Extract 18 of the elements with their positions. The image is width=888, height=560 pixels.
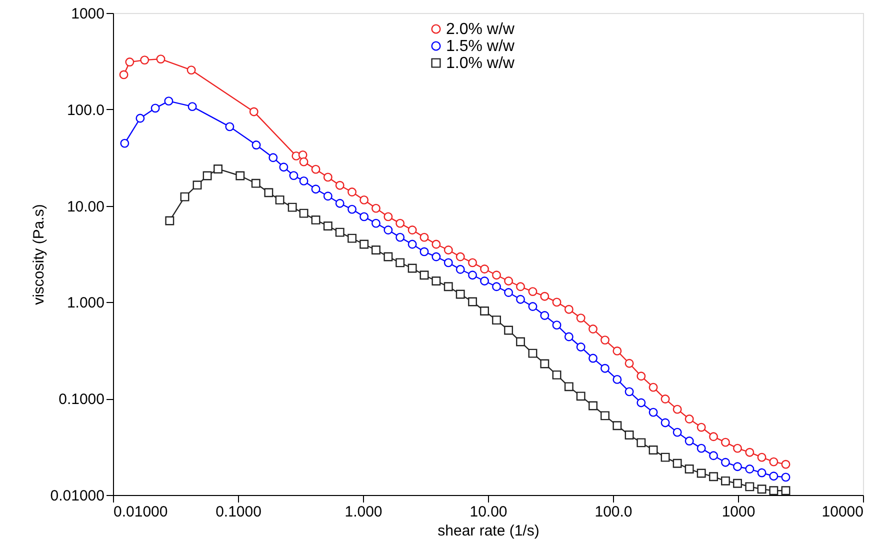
x-axis-title: shear rate (1/s) xyxy=(438,522,540,540)
x-tick-label: 0.1000 xyxy=(216,504,262,520)
legend-label: 1.0% w/w xyxy=(446,55,515,72)
y-tick-label: 1.000 xyxy=(66,294,104,312)
y-tick-label: 0.01000 xyxy=(50,488,104,504)
x-tick-label: 100.0 xyxy=(594,504,632,520)
x-tick-label: 10.00 xyxy=(470,504,508,520)
y-tick-label: 1000 xyxy=(71,6,104,22)
y-tick-label: 10.00 xyxy=(66,198,104,216)
x-tick-label: 1000 xyxy=(722,504,756,520)
legend-label: 2.0% w/w xyxy=(446,21,515,38)
y-axis-title: viscosity (Pa.s) xyxy=(30,204,48,305)
y-tick-label: 100.0 xyxy=(66,102,104,119)
x-tick-label: 1.000 xyxy=(344,504,382,520)
x-tick-label: 0.01000 xyxy=(114,504,168,520)
y-tick-label: 0.1000 xyxy=(58,391,104,408)
legend-label: 1.5% w/w xyxy=(446,38,515,55)
x-tick-label: 10000 xyxy=(822,504,864,520)
